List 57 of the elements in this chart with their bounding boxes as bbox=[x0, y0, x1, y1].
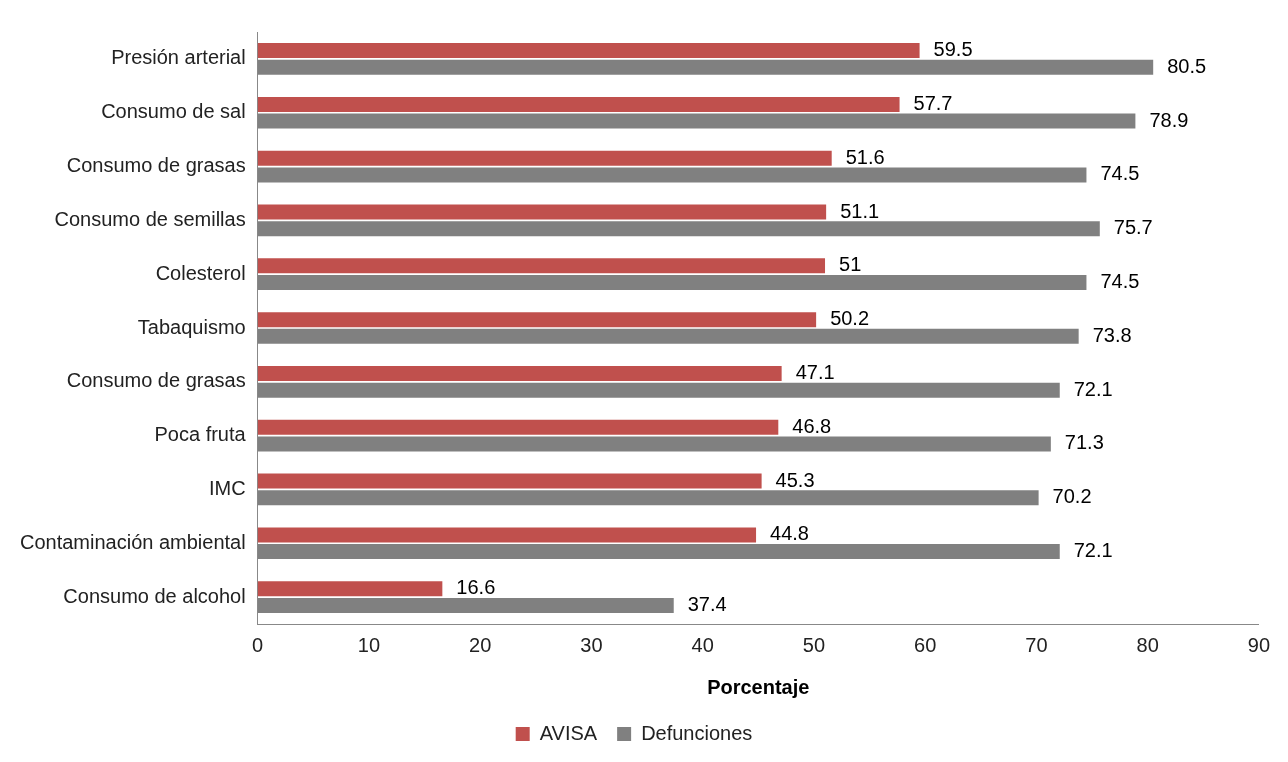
data-label: 80.5 bbox=[1167, 54, 1207, 77]
y-tick-label: Tabaquismo bbox=[137, 315, 246, 338]
bar bbox=[257, 204, 827, 220]
data-label: 72.1 bbox=[1073, 539, 1113, 562]
y-tick-label: Presión arterial bbox=[111, 46, 246, 69]
data-label: 59.5 bbox=[933, 38, 973, 61]
bar bbox=[257, 581, 443, 597]
x-tick-label: 90 bbox=[1247, 633, 1270, 656]
data-label: 75.7 bbox=[1113, 216, 1153, 239]
data-label: 16.6 bbox=[456, 576, 496, 599]
legend-label: AVISA bbox=[539, 721, 598, 744]
y-tick-label: Consumo de grasas bbox=[66, 369, 246, 392]
data-label: 45.3 bbox=[775, 468, 815, 491]
x-tick-label: 10 bbox=[357, 633, 381, 656]
x-tick-label: 30 bbox=[580, 633, 603, 656]
bar bbox=[257, 473, 762, 489]
y-tick-label: Poca fruta bbox=[154, 423, 247, 446]
legend-label: Defunciones bbox=[641, 721, 753, 744]
bar bbox=[257, 312, 817, 328]
y-tick-label: Colesterol bbox=[155, 261, 246, 284]
x-tick-label: 50 bbox=[802, 633, 826, 656]
y-tick-label: Consumo de alcohol bbox=[63, 584, 246, 607]
data-label: 47.1 bbox=[795, 360, 835, 383]
x-tick-label: 40 bbox=[691, 633, 714, 656]
bar bbox=[257, 527, 757, 543]
y-tick-label: Consumo de semillas bbox=[54, 207, 246, 230]
data-label: 74.5 bbox=[1100, 270, 1140, 293]
x-tick-label: 70 bbox=[1025, 633, 1048, 656]
data-label: 70.2 bbox=[1052, 485, 1092, 508]
data-label: 71.3 bbox=[1064, 431, 1104, 454]
bar bbox=[257, 150, 832, 166]
data-label: 50.2 bbox=[830, 307, 870, 330]
data-label: 44.8 bbox=[770, 522, 809, 545]
y-tick-label: IMC bbox=[209, 476, 246, 499]
x-tick-label: 60 bbox=[914, 633, 937, 656]
data-label: 72.1 bbox=[1073, 377, 1113, 400]
data-label: 51 bbox=[839, 253, 862, 276]
data-label: 37.4 bbox=[687, 592, 727, 615]
x-tick-label: 80 bbox=[1136, 633, 1159, 656]
bar bbox=[257, 258, 826, 274]
data-label: 73.8 bbox=[1092, 323, 1132, 346]
data-label: 74.5 bbox=[1100, 162, 1140, 185]
x-axis-title: Porcentaje bbox=[707, 675, 810, 698]
x-tick-label: 20 bbox=[469, 633, 492, 656]
bar bbox=[257, 419, 779, 435]
x-tick-label: 0 bbox=[252, 633, 264, 656]
data-label: 46.8 bbox=[792, 414, 832, 437]
y-tick-label: Consumo de grasas bbox=[66, 154, 246, 177]
bar bbox=[257, 365, 782, 381]
data-label: 57.7 bbox=[913, 91, 953, 114]
data-label: 51.6 bbox=[845, 145, 885, 168]
y-tick-label: Contaminación ambiental bbox=[20, 530, 246, 553]
y-tick-label: Consumo de sal bbox=[101, 100, 246, 123]
data-label: 51.1 bbox=[840, 199, 880, 222]
data-label: 78.9 bbox=[1149, 108, 1189, 131]
bar bbox=[257, 43, 920, 59]
bar bbox=[257, 96, 900, 112]
